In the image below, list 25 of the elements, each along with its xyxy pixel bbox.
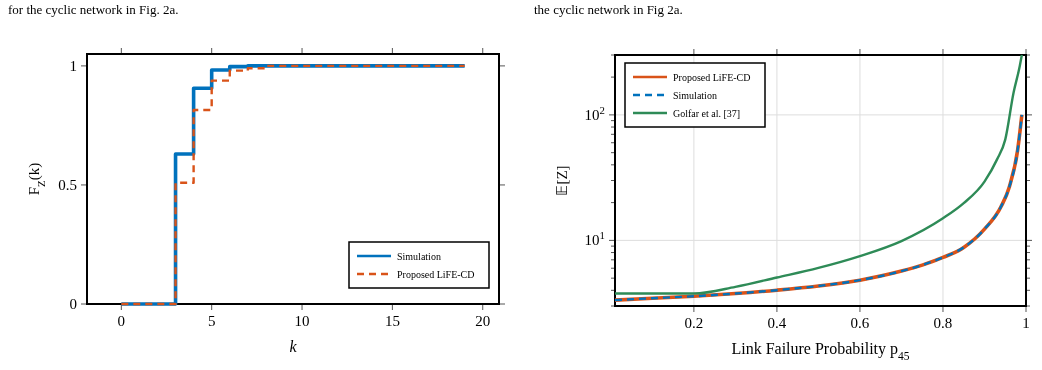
x-tick-label: 10 [294, 313, 310, 329]
x-axis-title: Link Failure Probability p$_{45}$ [731, 340, 910, 362]
y-axis-title: 𝔼[Z] [554, 165, 570, 196]
x-tick-label: 20 [475, 313, 491, 329]
x-tick-label: 0.6 [850, 315, 870, 331]
x-tick-label: 5 [207, 313, 216, 329]
y-tick-label: 10$^{1}$ [584, 229, 605, 249]
x-tick-label: 0.4 [767, 315, 787, 331]
legend-label: Simulation [673, 90, 717, 101]
x-tick-label: 1 [1022, 315, 1030, 331]
x-tick-label: 0.8 [933, 315, 953, 331]
x-tick-label: 0.2 [684, 315, 704, 331]
y-tick-label: 0 [69, 296, 77, 312]
text: the cyclic network in Fig 2a. [534, 2, 683, 17]
legend-label: Proposed LiFE-CD [673, 72, 751, 83]
legend-label: Golfar et al. [37] [673, 108, 741, 119]
y-tick-label: 0.5 [58, 176, 77, 193]
x-tick-label: 15 [384, 313, 400, 329]
legend-label: Simulation [397, 251, 441, 262]
y-tick-label: 1 [69, 57, 77, 74]
y-tick-label: 10$^{2}$ [584, 103, 605, 123]
text: for the cyclic network in Fig. 2a. [8, 2, 179, 17]
x-axis-title: k [289, 338, 298, 355]
x-tick-label: 0 [117, 313, 126, 329]
legend-label: Proposed LiFE-CD [397, 269, 475, 280]
